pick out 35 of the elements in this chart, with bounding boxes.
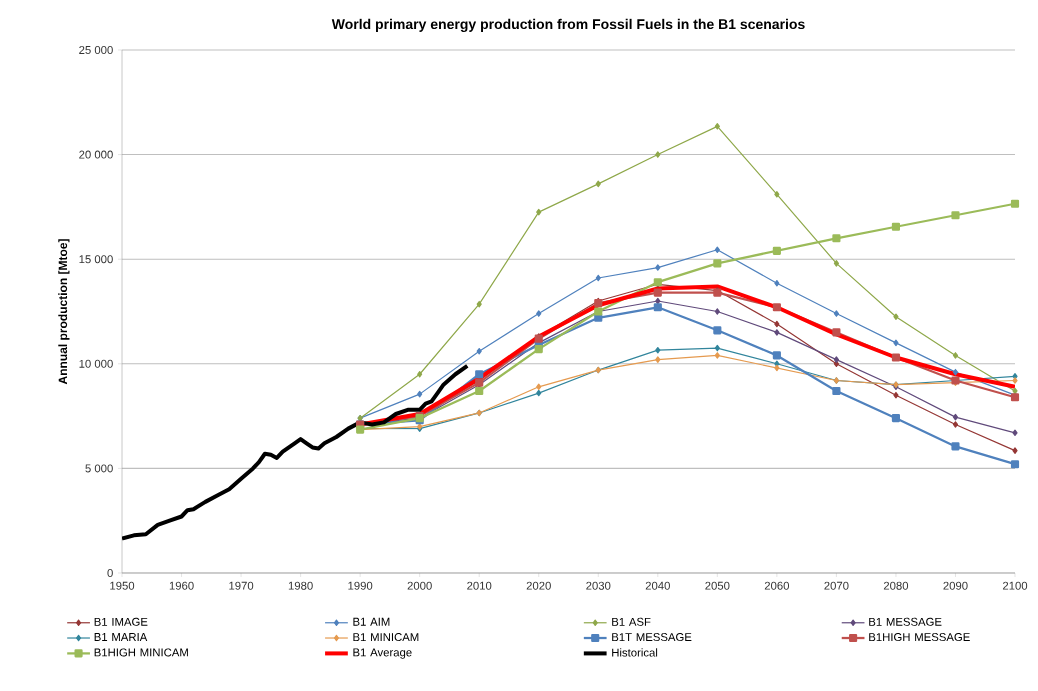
x-tick-label: 1990 [348,581,373,590]
y-tick-label: 15 000 [79,255,113,264]
x-tick-label: 2100 [1002,581,1028,590]
y-tick-label: 5 000 [85,464,113,473]
legend-label: B1 MINICAM [353,633,419,642]
x-tick-label: 2090 [943,581,968,590]
legend-label: B1 Average [353,648,412,659]
x-tick-label: 1970 [229,581,254,590]
x-tick-label: 2040 [645,581,670,590]
x-tick-label: 2000 [407,581,432,590]
x-tick-label: 2060 [764,581,790,590]
legend-label: B1 MARIA [94,633,148,641]
y-tick-label: 10 000 [79,359,113,368]
x-tick-label: 2010 [467,581,492,590]
x-tick-label: 2050 [705,581,730,590]
x-tick-label: 2070 [824,581,849,590]
x-tick-label: 1960 [169,581,194,590]
y-axis-title: Annual production [Mtoe] [58,239,70,385]
y-tick-label: 0 [107,568,113,577]
legend-label: B1 IMAGE [94,617,148,626]
legend-label: B1 ASF [612,617,651,626]
legend-label: B1T MESSAGE [612,633,692,642]
x-tick-label: 2020 [526,581,551,590]
y-tick-label: 20 000 [79,150,113,159]
x-tick-label: 2080 [883,581,909,590]
y-tick-label: 25 000 [79,45,113,54]
legend-label: B1 MESSAGE [869,617,942,626]
legend-label: B1HIGH MINICAM [94,648,188,657]
x-tick-label: 1950 [110,581,135,590]
x-tick-label: 2030 [586,581,611,590]
legend-label: B1HIGH MESSAGE [869,633,970,642]
x-tick-label: 1980 [288,581,313,590]
legend-label: B1 AIM [353,617,390,626]
legend-label: Historical [612,648,658,657]
chart-title: World primary energy production from Fossil Fuels in the B1 scenarios [331,18,805,32]
